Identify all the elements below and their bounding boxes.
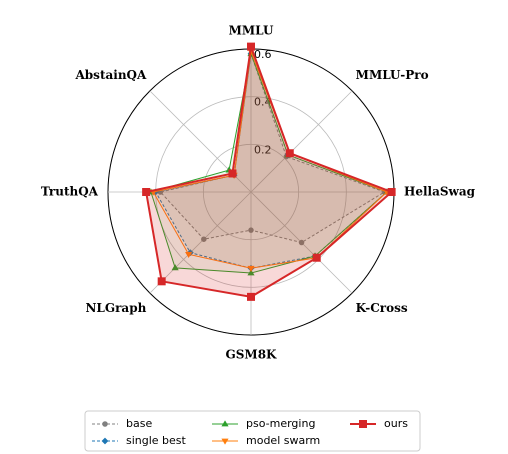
spoke	[250, 90, 353, 193]
legend-marker	[101, 437, 109, 445]
data-point	[247, 269, 255, 276]
data-point	[248, 227, 254, 233]
category-label: NLGraph	[85, 301, 146, 315]
data-point	[201, 236, 207, 242]
category-label: K-Cross	[356, 301, 408, 315]
legend-marker	[221, 438, 229, 445]
legend-label: ours	[384, 417, 408, 430]
data-point	[228, 169, 237, 178]
legend-label: single best	[126, 434, 187, 447]
category-label: TruthQA	[41, 185, 99, 199]
data-point	[387, 188, 396, 196]
series-area	[150, 53, 387, 274]
series-area	[146, 46, 392, 297]
series-area	[160, 53, 385, 243]
legend-box	[84, 410, 421, 452]
legend-label: model swarm	[246, 434, 320, 447]
legend-marker	[221, 420, 229, 427]
data-point	[157, 277, 166, 286]
r-tick-label: 0.6	[254, 48, 272, 61]
data-point	[285, 149, 294, 158]
category-label: AbstainQA	[74, 68, 147, 82]
data-point	[247, 42, 255, 51]
category-label: HellaSwag	[404, 185, 476, 199]
series-area	[153, 51, 387, 269]
data-point	[247, 292, 255, 301]
legend-label: base	[126, 417, 152, 430]
spoke	[149, 191, 252, 294]
category-label: MMLU	[229, 24, 274, 38]
legend-marker	[359, 420, 367, 428]
series-area	[155, 53, 387, 269]
data-point	[185, 251, 193, 259]
legend-label: pso-merging	[246, 417, 315, 430]
data-point	[312, 253, 321, 262]
data-point	[142, 188, 151, 196]
legend-marker	[102, 421, 108, 427]
category-label: MMLU-Pro	[356, 68, 429, 82]
data-point	[298, 239, 305, 246]
data-point	[171, 264, 179, 271]
r-tick-label: 0.2	[254, 143, 272, 156]
category-label: GSM8K	[226, 348, 278, 362]
data-point	[247, 265, 255, 272]
